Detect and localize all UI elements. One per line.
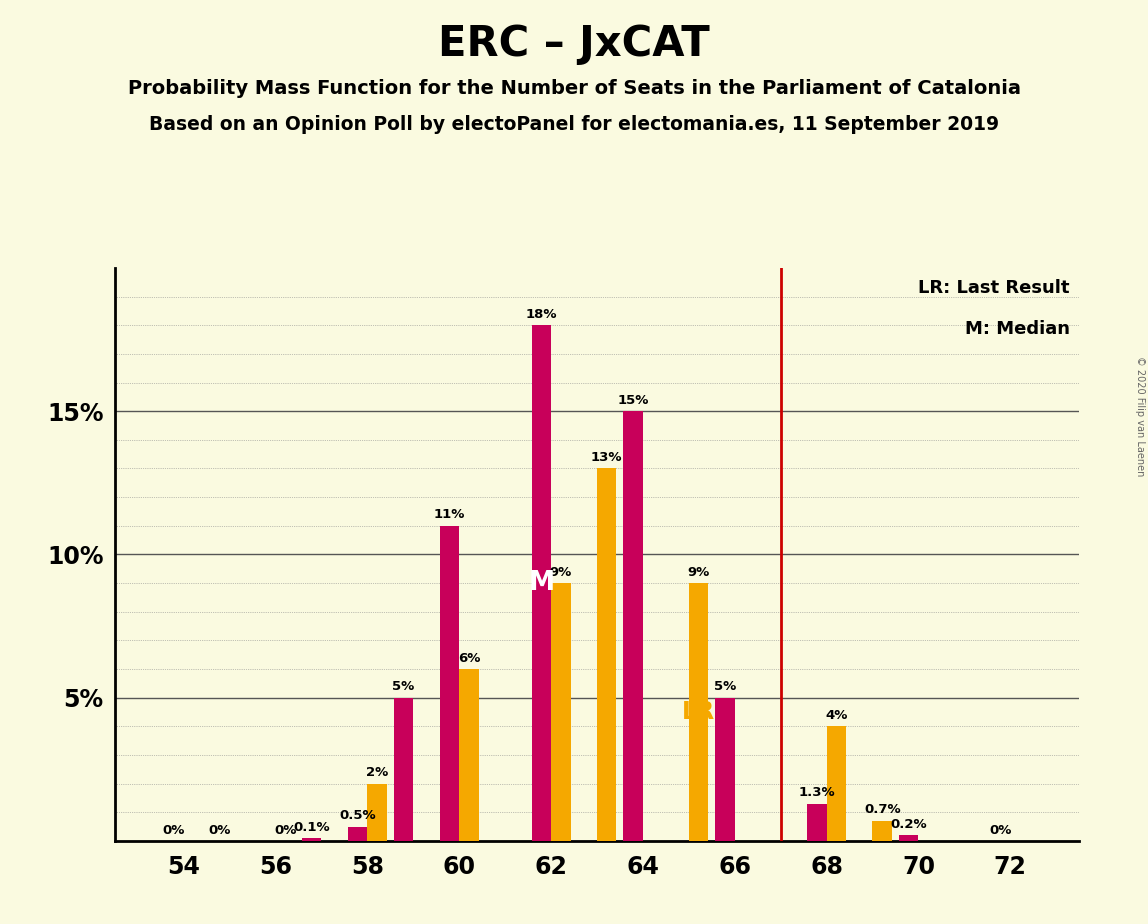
Bar (532, 325, 551, 841)
Text: M: M (528, 570, 554, 596)
Bar (394, 698, 413, 841)
Bar (367, 784, 387, 841)
Text: 2%: 2% (366, 766, 388, 779)
Text: LR: Last Result: LR: Last Result (918, 279, 1070, 298)
Bar (302, 838, 321, 841)
Bar (597, 468, 616, 841)
Text: 6%: 6% (458, 651, 480, 664)
Text: 0.5%: 0.5% (340, 809, 375, 822)
Bar (827, 726, 846, 841)
Bar (715, 698, 735, 841)
Text: ERC – JxCAT: ERC – JxCAT (439, 23, 709, 65)
Text: 18%: 18% (526, 308, 557, 321)
Bar (551, 583, 571, 841)
Text: 9%: 9% (550, 565, 572, 578)
Text: 0%: 0% (163, 823, 185, 836)
Text: LR: LR (682, 700, 715, 723)
Text: 11%: 11% (434, 508, 465, 521)
Text: 5%: 5% (714, 680, 736, 693)
Text: Probability Mass Function for the Number of Seats in the Parliament of Catalonia: Probability Mass Function for the Number… (127, 79, 1021, 98)
Text: 1.3%: 1.3% (799, 786, 835, 799)
Bar (807, 804, 827, 841)
Text: 5%: 5% (393, 680, 414, 693)
Text: 0.2%: 0.2% (891, 818, 926, 831)
Text: 0.1%: 0.1% (294, 821, 329, 833)
Text: © 2020 Filip van Laenen: © 2020 Filip van Laenen (1135, 356, 1145, 476)
Text: 4%: 4% (825, 709, 847, 722)
Bar (872, 821, 892, 841)
Text: 9%: 9% (688, 565, 709, 578)
Bar (348, 826, 367, 841)
Text: 0%: 0% (990, 823, 1011, 836)
Text: 0%: 0% (209, 823, 231, 836)
Text: 0.7%: 0.7% (864, 804, 900, 817)
Text: 15%: 15% (618, 394, 649, 407)
Bar (689, 583, 708, 841)
Text: Based on an Opinion Poll by electoPanel for electomania.es, 11 September 2019: Based on an Opinion Poll by electoPanel … (149, 116, 999, 135)
Bar (899, 835, 918, 841)
Bar (623, 411, 643, 841)
Text: M: Median: M: Median (965, 320, 1070, 337)
Text: 13%: 13% (591, 451, 622, 464)
Bar (440, 526, 459, 841)
Bar (459, 669, 479, 841)
Text: 0%: 0% (274, 823, 296, 836)
